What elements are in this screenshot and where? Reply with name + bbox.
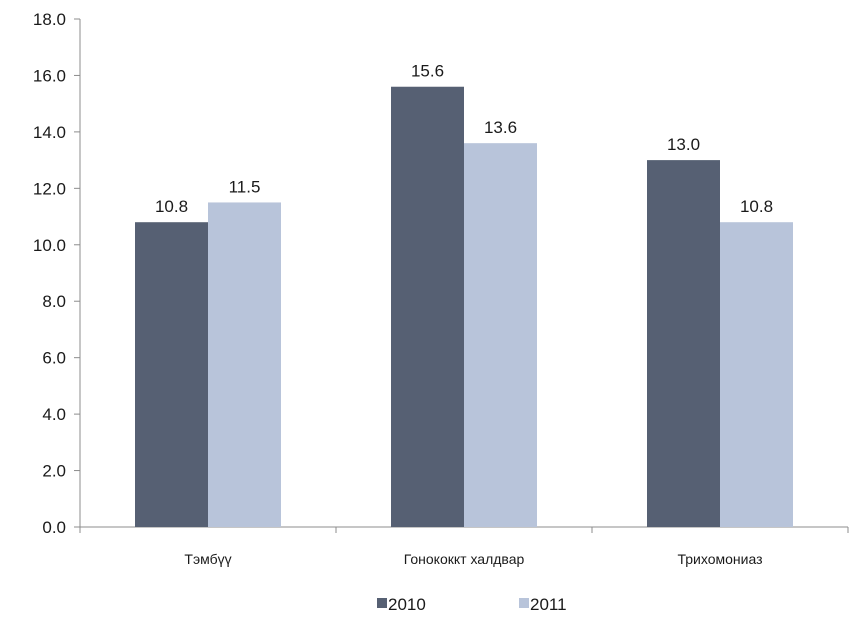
y-tick-label: 12.0: [33, 179, 66, 198]
y-tick-label: 8.0: [42, 292, 66, 311]
bar-2011-0: [208, 202, 281, 527]
bar-2010-2: [647, 160, 720, 527]
x-category-label: Гонококкт халдвар: [404, 551, 525, 567]
bars: [135, 86, 793, 527]
y-tick-label: 4.0: [42, 405, 66, 424]
bar-2010-0: [135, 222, 208, 527]
y-tick-label: 10.0: [33, 236, 66, 255]
legend: 2010 2011: [377, 595, 567, 614]
data-label: 15.6: [411, 62, 444, 81]
data-label: 10.8: [155, 197, 188, 216]
y-tick-label: 16.0: [33, 66, 66, 85]
data-label: 13.0: [667, 135, 700, 154]
legend-label: 2010: [388, 595, 426, 614]
data-label: 10.8: [740, 197, 773, 216]
y-tick-label: 0.0: [42, 518, 66, 537]
y-tick-label: 14.0: [33, 123, 66, 142]
data-labels: 10.8 11.5 15.6 13.6 13.0 10.8: [155, 62, 773, 216]
y-tick-label: 6.0: [42, 349, 66, 368]
bar-2011-2: [720, 222, 793, 527]
bar-2010-1: [391, 86, 464, 527]
x-category-label: Тэмбүү: [184, 551, 231, 567]
y-tick-label: 18.0: [33, 10, 66, 29]
bar-2011-1: [464, 143, 537, 527]
x-category-label: Трихомониаз: [677, 551, 762, 567]
axes: 0.0 2.0 4.0 6.0 8.0 10.0 12.0 14.0 16.0 18.0 Тэмбү…: [33, 10, 849, 567]
y-tick-label: 2.0: [42, 462, 66, 481]
data-label: 13.6: [484, 118, 517, 137]
legend-label: 2011: [530, 595, 567, 614]
legend-swatch-2010: [377, 598, 387, 608]
legend-swatch-2011: [519, 598, 529, 608]
data-label: 11.5: [229, 177, 261, 196]
